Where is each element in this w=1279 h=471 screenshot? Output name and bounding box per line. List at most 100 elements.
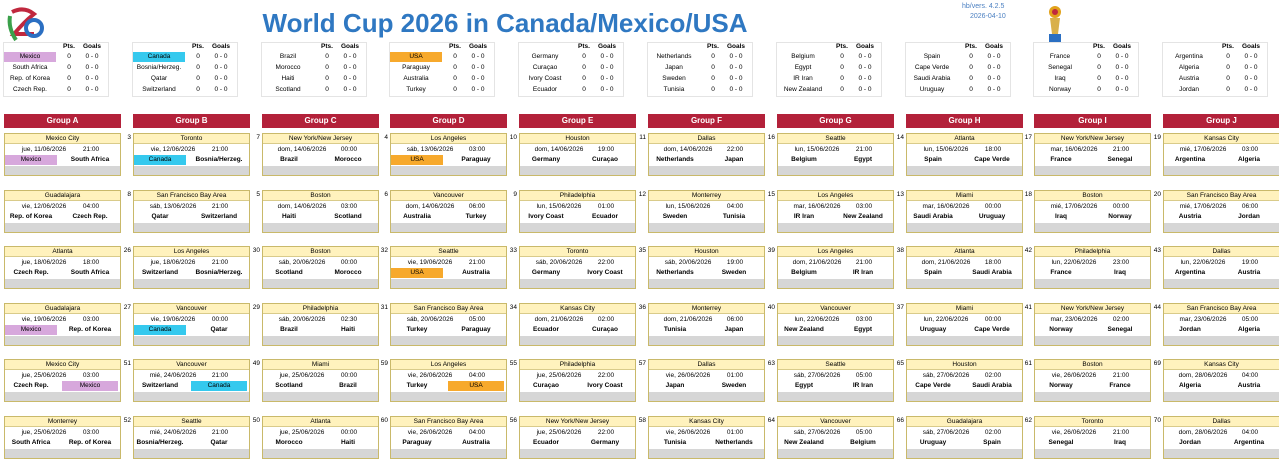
match-time: 04:00 — [726, 203, 744, 210]
away-team: Netherlands — [715, 439, 753, 446]
goals-header: Goals — [984, 43, 1004, 50]
score-row — [391, 449, 506, 458]
match-number: 39 — [767, 247, 775, 254]
team-pts: 0 — [840, 86, 844, 93]
away-team: Belgium — [850, 439, 876, 446]
match-number: 42 — [1024, 247, 1032, 254]
away-team: Germany — [590, 439, 620, 446]
score-row — [778, 223, 893, 232]
match-date: vie, 26/06/2026 — [407, 372, 453, 379]
away-team: Sweden — [721, 269, 747, 276]
match-number: 14 — [896, 134, 904, 141]
score-row — [391, 392, 506, 401]
match-number: 57 — [638, 360, 646, 367]
match-number: 18 — [1024, 191, 1032, 198]
group-header: Group J — [1163, 114, 1279, 128]
team-name: Algeria — [1178, 64, 1200, 71]
match-date: jue, 11/06/2026 — [21, 146, 67, 153]
score-row — [263, 166, 378, 175]
match-number: 61 — [1024, 360, 1032, 367]
away-team: Spain — [983, 439, 1001, 446]
score-row — [5, 279, 120, 288]
score-row — [907, 279, 1022, 288]
away-team: Morocco — [334, 156, 362, 163]
team-name: Norway — [1048, 86, 1072, 93]
match-date: mar, 16/06/2026 — [922, 203, 970, 210]
team-name: France — [1049, 53, 1071, 60]
team-pts: 0 — [711, 64, 715, 71]
title: World Cup 2026 in Canada/Mexico/USA — [262, 8, 748, 38]
team-pts: 0 — [840, 75, 844, 82]
group-header: Group A — [4, 114, 121, 128]
team-name: Turkey — [406, 86, 426, 93]
team-goals: 0 - 0 — [1115, 53, 1129, 60]
home-team: Morocco — [275, 439, 303, 446]
team-name: Sweden — [662, 75, 686, 82]
match-time: 19:00 — [1241, 259, 1259, 266]
match-number: 20 — [1153, 191, 1161, 198]
match-time: 03:00 — [340, 203, 358, 210]
team-pts: 0 — [67, 53, 71, 60]
match-date: lun, 22/06/2026 — [794, 316, 840, 323]
team-name: Belgium — [791, 53, 815, 60]
team-pts: 0 — [453, 64, 457, 71]
away-team: Brazil — [339, 382, 357, 389]
away-team: Rep. of Korea — [68, 326, 112, 333]
match-number: 26 — [123, 247, 131, 254]
match-date: vie, 12/06/2026 — [21, 203, 67, 210]
match-number: 27 — [123, 304, 131, 311]
match-number: 38 — [896, 247, 904, 254]
venue: Mexico City — [5, 360, 120, 370]
match-number: 29 — [252, 304, 260, 311]
team-name: Canada — [133, 52, 185, 62]
goals-header: Goals — [1112, 43, 1132, 50]
team-name: Germany — [531, 53, 559, 60]
home-team: Cape Verde — [915, 382, 951, 389]
group-header: Group E — [519, 114, 636, 128]
team-goals: 0 - 0 — [343, 86, 357, 93]
match-time: 21:00 — [211, 429, 229, 436]
standings-box — [261, 42, 367, 97]
match-date: sáb, 27/06/2026 — [922, 372, 970, 379]
away-team: Scotland — [334, 213, 362, 220]
team-name: Saudi Arabia — [913, 75, 951, 82]
score-row — [649, 223, 764, 232]
match-number: 8 — [127, 191, 131, 198]
match-number: 63 — [767, 360, 775, 367]
match-date: dom, 14/06/2026 — [277, 203, 327, 210]
group-header: Group G — [777, 114, 894, 128]
team-pts: 0 — [325, 86, 329, 93]
match-time: 04:00 — [1241, 429, 1259, 436]
home-team: Norway — [1049, 382, 1073, 389]
team-pts: 0 — [1226, 75, 1230, 82]
score-row — [520, 449, 635, 458]
home-team: Bosnia/Herzeg. — [136, 439, 184, 446]
match-date: vie, 26/06/2026 — [407, 429, 453, 436]
away-team: Algeria — [1237, 156, 1261, 163]
team-name: Egypt — [794, 64, 812, 71]
match-number: 9 — [513, 191, 517, 198]
match-time: 23:00 — [1112, 259, 1130, 266]
away-team: IR Iran — [852, 269, 874, 276]
match-date: dom, 28/06/2026 — [1178, 372, 1228, 379]
score-row — [134, 223, 249, 232]
team-goals: 0 - 0 — [471, 64, 485, 71]
match-date: jue, 25/06/2026 — [536, 429, 582, 436]
match-number: 4 — [384, 134, 388, 141]
match-date: sáb, 27/06/2026 — [793, 372, 841, 379]
away-team: Cape Verde — [974, 326, 1010, 333]
away-team: Curaçao — [591, 156, 618, 163]
team-name: Bosnia/Herzeg. — [136, 64, 182, 71]
home-team: Ivory Coast — [528, 213, 564, 220]
team-goals: 0 - 0 — [858, 64, 872, 71]
team-goals: 0 - 0 — [600, 86, 614, 93]
score-row — [134, 392, 249, 401]
away-team: Paraguay — [461, 326, 491, 333]
match-date: vie, 26/06/2026 — [665, 429, 711, 436]
match-time: 00:00 — [984, 203, 1002, 210]
score-row — [520, 279, 635, 288]
match-number: 32 — [380, 247, 388, 254]
goals-header: Goals — [82, 43, 102, 50]
score-row — [907, 336, 1022, 345]
home-team: Argentina — [1174, 269, 1206, 276]
